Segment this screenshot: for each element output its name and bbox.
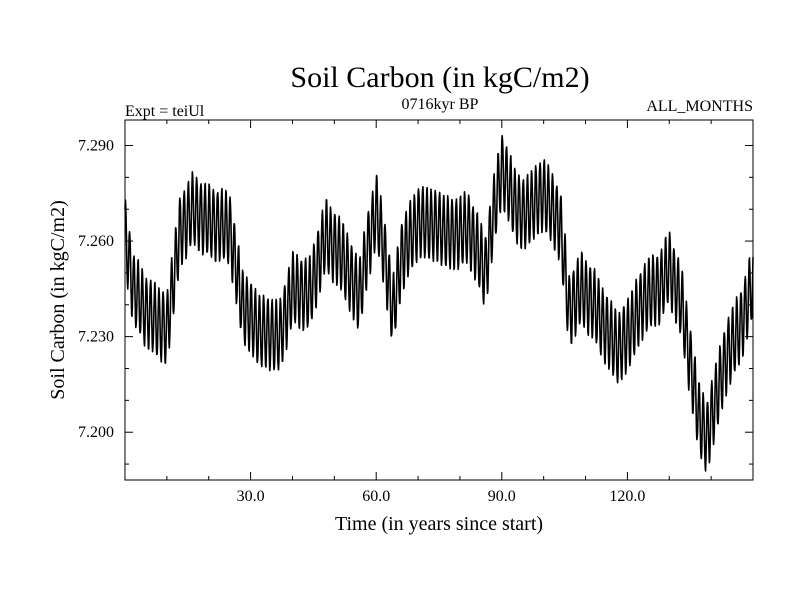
- soil-carbon-series-line: [124, 134, 754, 472]
- x-tick-label: 60.0: [362, 488, 390, 505]
- y-axis-ticks: 7.200 7.230 7.260 7.290: [78, 137, 753, 465]
- plot-frame: [124, 119, 754, 481]
- x-axis-label: Time (in years since start): [335, 513, 543, 535]
- y-tick-label: 7.290: [78, 137, 114, 154]
- chart-subtitle: 0716kyr BP: [402, 96, 479, 113]
- y-tick-label: 7.260: [78, 233, 114, 250]
- chart-title: Soil Carbon (in kgC/m2): [290, 61, 589, 94]
- x-tick-label: 90.0: [488, 488, 516, 505]
- y-tick-label: 7.230: [78, 329, 114, 346]
- period-label: ALL_MONTHS: [646, 98, 753, 115]
- experiment-label: Expt = teiUl: [125, 103, 205, 120]
- y-axis-label: Soil Carbon (in kgC/m2): [47, 200, 69, 399]
- x-tick-label: 30.0: [237, 488, 265, 505]
- x-axis-ticks: 30.0 60.0 90.0 120.0: [166, 120, 712, 505]
- y-tick-label: 7.200: [78, 424, 114, 441]
- x-tick-label: 120.0: [609, 488, 645, 505]
